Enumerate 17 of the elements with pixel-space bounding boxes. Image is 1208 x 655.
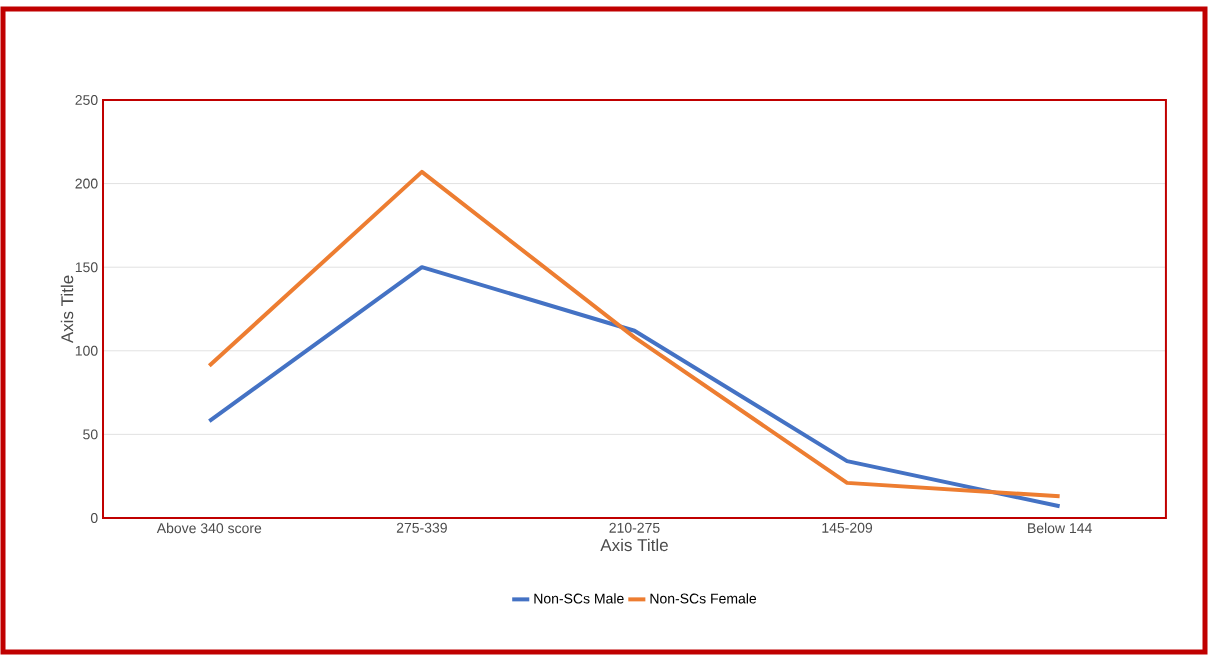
legend-label: Non-SCs Female — [650, 593, 757, 604]
legend-label: Non-SCs Male — [534, 593, 624, 604]
x-tick-label: 275-339 — [396, 522, 447, 533]
y-axis-title: Axis Title — [60, 275, 74, 344]
y-tick-label: 0 — [90, 513, 98, 523]
line-series — [207, 265, 1062, 509]
x-tick-label: 210-275 — [609, 522, 660, 533]
y-tick-label: 200 — [75, 178, 98, 189]
line-series — [207, 169, 1062, 499]
x-tick-label: Above 340 score — [156, 522, 262, 534]
x-axis-title: Axis Title — [600, 538, 668, 552]
y-tick-label: 50 — [83, 429, 98, 440]
y-tick-label: 100 — [75, 345, 98, 356]
y-tick-label: 150 — [75, 262, 98, 273]
x-tick-label: Below 144 — [1028, 522, 1092, 534]
x-tick-label: 145-209 — [822, 522, 873, 533]
y-tick-label: 250 — [75, 95, 98, 105]
